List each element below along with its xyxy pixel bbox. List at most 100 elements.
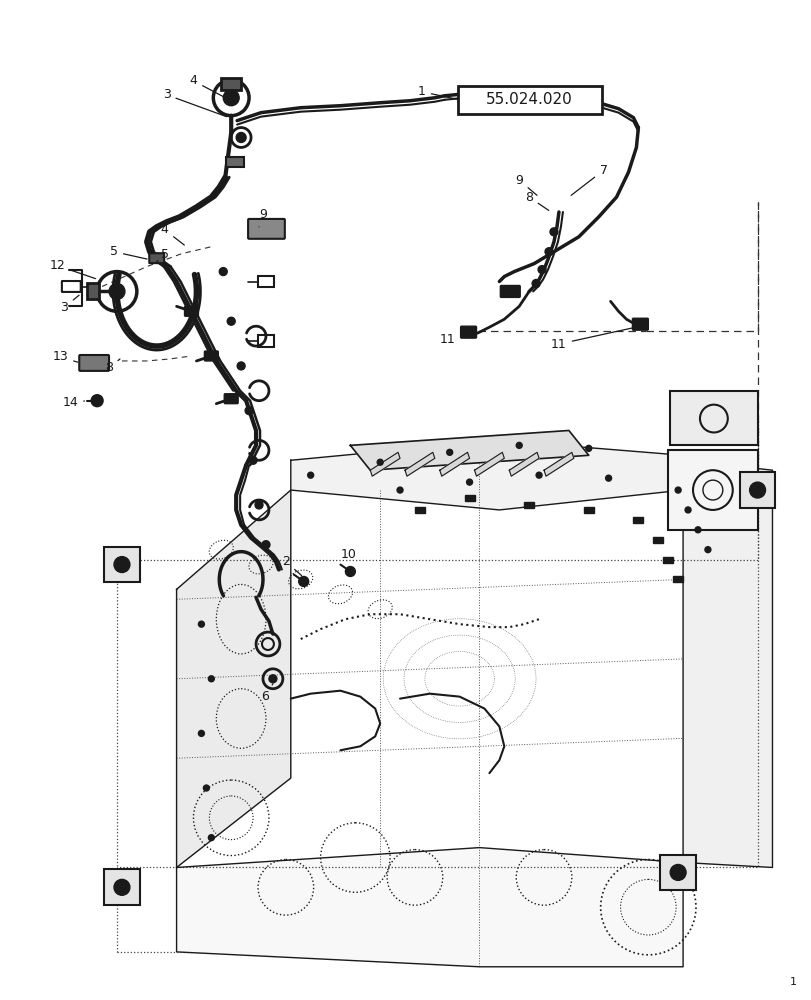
Circle shape — [544, 248, 552, 256]
Circle shape — [516, 442, 521, 448]
Circle shape — [585, 445, 591, 451]
Bar — [524, 502, 534, 508]
Circle shape — [535, 472, 542, 478]
Circle shape — [669, 864, 685, 880]
Circle shape — [549, 228, 557, 236]
Bar — [653, 537, 663, 543]
Circle shape — [208, 835, 214, 841]
Circle shape — [531, 280, 539, 287]
Polygon shape — [440, 452, 469, 476]
Polygon shape — [176, 490, 290, 867]
Bar — [663, 557, 672, 563]
Circle shape — [198, 621, 204, 627]
Bar — [104, 547, 139, 582]
Text: 9: 9 — [515, 174, 536, 195]
Polygon shape — [350, 430, 588, 470]
Text: 4: 4 — [189, 74, 229, 99]
Text: 3: 3 — [60, 295, 79, 314]
Circle shape — [268, 675, 277, 683]
Bar — [226, 157, 244, 167]
Bar — [258, 335, 273, 347]
Bar — [464, 495, 474, 501]
Text: 1: 1 — [418, 85, 457, 99]
Circle shape — [307, 472, 313, 478]
Circle shape — [466, 479, 472, 485]
Text: 55.024.020: 55.024.020 — [486, 92, 573, 107]
Text: 5: 5 — [157, 248, 169, 262]
Circle shape — [114, 879, 130, 895]
Circle shape — [255, 501, 263, 509]
FancyBboxPatch shape — [460, 326, 476, 338]
Bar — [669, 391, 757, 445]
FancyBboxPatch shape — [79, 355, 109, 371]
FancyBboxPatch shape — [184, 306, 198, 316]
Polygon shape — [474, 452, 504, 476]
Bar — [258, 276, 273, 287]
Text: 3: 3 — [162, 88, 226, 117]
Text: 1: 1 — [789, 977, 796, 987]
Text: 2: 2 — [281, 555, 301, 576]
FancyBboxPatch shape — [632, 318, 647, 330]
Circle shape — [377, 459, 383, 465]
Circle shape — [223, 90, 239, 106]
Circle shape — [91, 395, 103, 407]
Text: 8: 8 — [525, 191, 548, 210]
FancyBboxPatch shape — [204, 351, 218, 361]
Circle shape — [249, 456, 257, 464]
Polygon shape — [682, 460, 771, 867]
Circle shape — [219, 268, 227, 276]
Text: 9: 9 — [259, 208, 267, 227]
Polygon shape — [370, 452, 400, 476]
Text: 4: 4 — [161, 223, 184, 245]
Text: 8: 8 — [105, 359, 120, 374]
Text: 11: 11 — [551, 327, 637, 351]
FancyBboxPatch shape — [248, 219, 285, 239]
Circle shape — [227, 317, 235, 325]
Polygon shape — [176, 848, 682, 967]
Polygon shape — [543, 452, 573, 476]
Circle shape — [674, 487, 680, 493]
Text: 7: 7 — [570, 164, 607, 195]
Circle shape — [114, 557, 130, 573]
Bar — [633, 517, 642, 523]
Text: 14: 14 — [62, 396, 84, 409]
Circle shape — [605, 475, 611, 481]
Circle shape — [704, 547, 710, 553]
Bar — [87, 283, 99, 299]
Circle shape — [208, 676, 214, 682]
Circle shape — [538, 266, 545, 274]
Circle shape — [109, 283, 125, 299]
FancyBboxPatch shape — [149, 253, 164, 263]
Bar — [221, 78, 241, 90]
Text: 13: 13 — [53, 350, 78, 363]
Text: 12: 12 — [49, 259, 96, 279]
Circle shape — [236, 133, 246, 142]
Text: 11: 11 — [440, 332, 465, 346]
Circle shape — [446, 449, 452, 455]
Circle shape — [397, 487, 402, 493]
Bar — [104, 869, 139, 905]
Circle shape — [203, 785, 209, 791]
Text: 5: 5 — [109, 245, 147, 259]
Polygon shape — [290, 440, 682, 510]
Circle shape — [694, 527, 700, 533]
FancyBboxPatch shape — [224, 394, 238, 404]
FancyBboxPatch shape — [500, 285, 520, 297]
Text: 6: 6 — [260, 684, 272, 703]
Bar — [659, 855, 695, 890]
Text: 10: 10 — [340, 548, 356, 567]
Bar — [739, 472, 775, 508]
Polygon shape — [508, 452, 539, 476]
Bar — [457, 86, 601, 114]
Bar — [414, 507, 424, 513]
Circle shape — [749, 482, 765, 498]
Circle shape — [198, 730, 204, 736]
Circle shape — [345, 567, 355, 576]
Bar — [583, 507, 593, 513]
Polygon shape — [405, 452, 434, 476]
Bar — [667, 450, 757, 530]
Circle shape — [245, 407, 253, 415]
Circle shape — [684, 507, 690, 513]
Bar — [672, 576, 682, 582]
Circle shape — [262, 541, 269, 549]
